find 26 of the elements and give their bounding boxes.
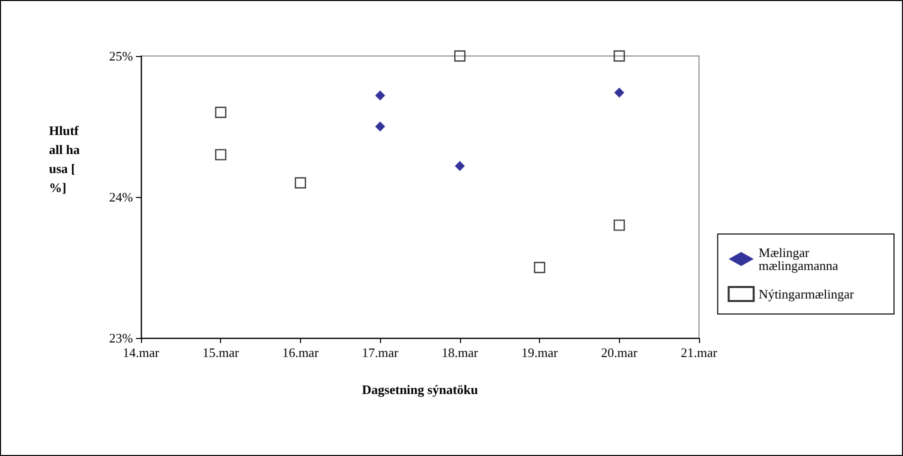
y-axis-title: Hlutfall hausa [%] — [49, 123, 80, 195]
y-tick-label: 25% — [109, 48, 134, 64]
x-tick-label: 19.mar — [521, 345, 558, 360]
x-tick-label: 15.mar — [202, 345, 240, 360]
x-tick-label: 17.mar — [362, 345, 400, 360]
x-tick-label: 21.mar — [680, 345, 718, 360]
point — [614, 220, 625, 231]
point — [215, 106, 226, 118]
point — [454, 50, 466, 62]
point — [375, 90, 386, 100]
x-tick-label: 16.mar — [282, 345, 320, 360]
point — [534, 262, 546, 274]
legend-label: Mælingar mælingamanna — [758, 245, 838, 273]
x-axis-title: Dagsetning sýnatöku — [362, 382, 478, 397]
point — [454, 160, 465, 171]
point — [215, 149, 226, 160]
y-tick-label: 23% — [109, 330, 134, 346]
x-tick-label: 20.mar — [601, 345, 638, 360]
y-tick-label: 24% — [109, 190, 134, 204]
legend-label: Nýtingarmælingar — [758, 286, 855, 302]
x-tick-label: 18.mar — [442, 345, 479, 360]
point — [294, 177, 306, 188]
point — [614, 50, 625, 62]
x-tick-label: 14.mar — [122, 345, 160, 360]
point — [614, 88, 624, 98]
point — [375, 122, 386, 132]
